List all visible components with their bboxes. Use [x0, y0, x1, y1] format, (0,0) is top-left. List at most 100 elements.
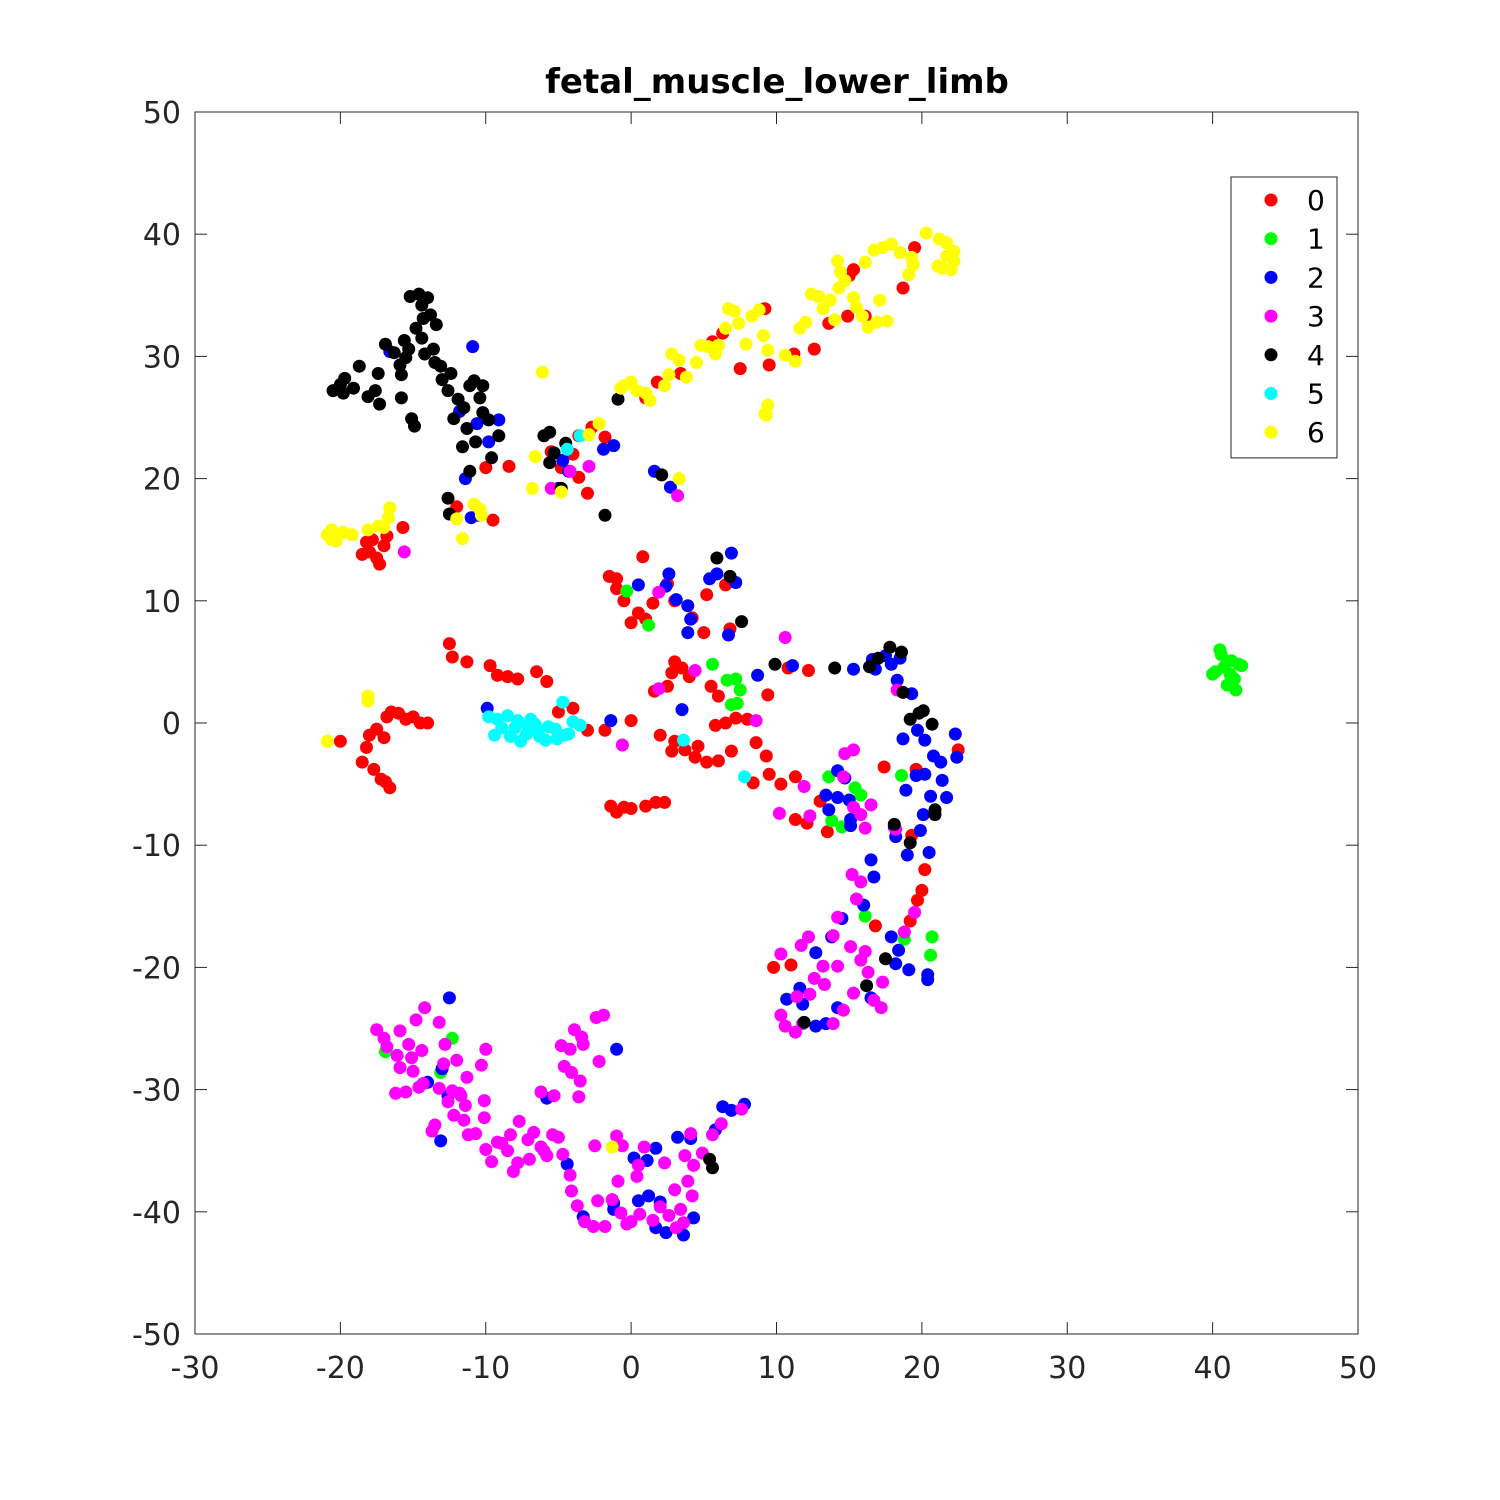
- data-point-series-4: [441, 384, 455, 398]
- data-point-series-3: [390, 1048, 404, 1062]
- data-point-series-0: [598, 723, 612, 737]
- data-point-series-3: [393, 1061, 407, 1075]
- data-point-series-3: [749, 714, 763, 728]
- data-point-series-4: [879, 952, 892, 966]
- data-point-series-0: [774, 777, 788, 791]
- data-point-series-0: [841, 309, 855, 323]
- data-point-series-3: [772, 806, 786, 820]
- data-point-series-5: [556, 695, 570, 709]
- data-point-series-2: [442, 991, 456, 1005]
- data-point-series-0: [724, 744, 738, 758]
- data-point-series-3: [685, 1189, 699, 1203]
- data-point-series-4: [895, 645, 908, 659]
- data-point-series-2: [604, 714, 618, 728]
- data-point-series-2: [482, 435, 496, 449]
- data-point-series-6: [880, 314, 894, 328]
- data-point-series-4: [547, 446, 561, 460]
- data-point-series-4: [928, 808, 942, 822]
- data-point-series-2: [671, 1130, 685, 1144]
- data-point-series-3: [803, 987, 817, 1001]
- data-point-series-2: [884, 657, 898, 671]
- data-point-series-4: [415, 331, 429, 345]
- data-point-series-0: [762, 767, 776, 781]
- data-point-series-0: [802, 664, 815, 677]
- legend-label-3: 3: [1307, 300, 1325, 333]
- data-point-series-0: [719, 716, 733, 730]
- data-point-series-2: [819, 788, 833, 802]
- data-point-series-2: [902, 963, 916, 977]
- data-point-series-2: [918, 733, 932, 747]
- data-point-series-0: [665, 744, 679, 758]
- data-point-series-3: [735, 1102, 749, 1116]
- data-point-series-0: [896, 281, 910, 295]
- data-point-series-1: [895, 769, 908, 782]
- data-point-series-0: [877, 760, 891, 774]
- data-point-series-3: [437, 1057, 451, 1071]
- data-point-series-4: [476, 379, 490, 393]
- data-point-series-3: [477, 1094, 491, 1108]
- data-point-series-0: [377, 539, 391, 553]
- data-point-series-2: [556, 453, 570, 467]
- data-point-series-0: [624, 616, 638, 630]
- data-point-series-6: [361, 523, 375, 537]
- data-point-series-0: [617, 800, 631, 814]
- data-point-series-2: [492, 413, 506, 427]
- data-point-series-6: [672, 353, 686, 367]
- data-point-series-3: [774, 1008, 788, 1022]
- data-point-series-4: [373, 397, 387, 411]
- data-point-series-3: [415, 1044, 429, 1057]
- data-point-series-3: [572, 1090, 586, 1104]
- data-point-series-0: [915, 883, 929, 897]
- data-point-series-0: [483, 659, 497, 673]
- data-point-series-4: [352, 359, 366, 373]
- data-point-series-4: [723, 569, 737, 583]
- data-point-series-3: [610, 1129, 624, 1143]
- data-point-series-3: [409, 1013, 423, 1027]
- data-point-series-0: [658, 795, 672, 809]
- data-point-series-3: [586, 1220, 600, 1233]
- data-point-series-6: [831, 254, 845, 268]
- legend-label-4: 4: [1307, 339, 1325, 372]
- data-point-series-4: [871, 651, 885, 665]
- data-point-series-6: [847, 291, 860, 305]
- data-point-series-1: [620, 584, 634, 598]
- data-point-series-0: [360, 740, 373, 754]
- data-point-series-4: [598, 508, 612, 522]
- x-tick-label: 10: [757, 1351, 795, 1386]
- data-point-series-2: [681, 599, 695, 613]
- data-point-series-3: [803, 809, 817, 823]
- data-point-series-1: [1229, 683, 1243, 697]
- data-point-series-3: [864, 798, 878, 812]
- data-point-series-4: [863, 660, 876, 674]
- data-point-series-0: [761, 688, 775, 702]
- data-point-series-3: [565, 1066, 578, 1079]
- data-point-series-3: [611, 1174, 625, 1188]
- data-point-series-3: [537, 1144, 551, 1158]
- data-point-series-4: [543, 425, 557, 439]
- y-tick-label: -50: [132, 1318, 181, 1353]
- data-point-series-0: [700, 588, 714, 602]
- data-point-series-3: [847, 986, 860, 1000]
- y-tick-label: -20: [132, 951, 181, 986]
- data-point-series-4: [916, 704, 930, 718]
- data-point-series-2: [940, 791, 954, 804]
- data-point-series-0: [868, 919, 882, 933]
- data-point-series-3: [522, 1152, 536, 1166]
- data-point-series-3: [438, 1037, 452, 1051]
- data-point-series-3: [630, 1169, 644, 1183]
- data-point-series-2: [948, 727, 962, 741]
- data-point-series-4: [347, 381, 360, 395]
- axis-ticks: -30 -20 -10 0 10 20 30 40 5050403020100-10-20-30…: [132, 96, 1377, 1386]
- data-point-series-4: [611, 392, 625, 406]
- legend-label-5: 5: [1307, 378, 1325, 411]
- data-point-series-2: [597, 442, 610, 456]
- data-point-series-3: [778, 631, 792, 644]
- data-point-series-3: [554, 1039, 568, 1053]
- data-point-series-0: [911, 893, 924, 907]
- data-point-series-1: [1206, 667, 1220, 681]
- data-point-series-4: [887, 817, 901, 831]
- data-point-series-6: [345, 528, 359, 542]
- data-point-series-4: [896, 685, 910, 699]
- data-point-series-3: [418, 1001, 432, 1015]
- data-point-series-3: [831, 910, 845, 924]
